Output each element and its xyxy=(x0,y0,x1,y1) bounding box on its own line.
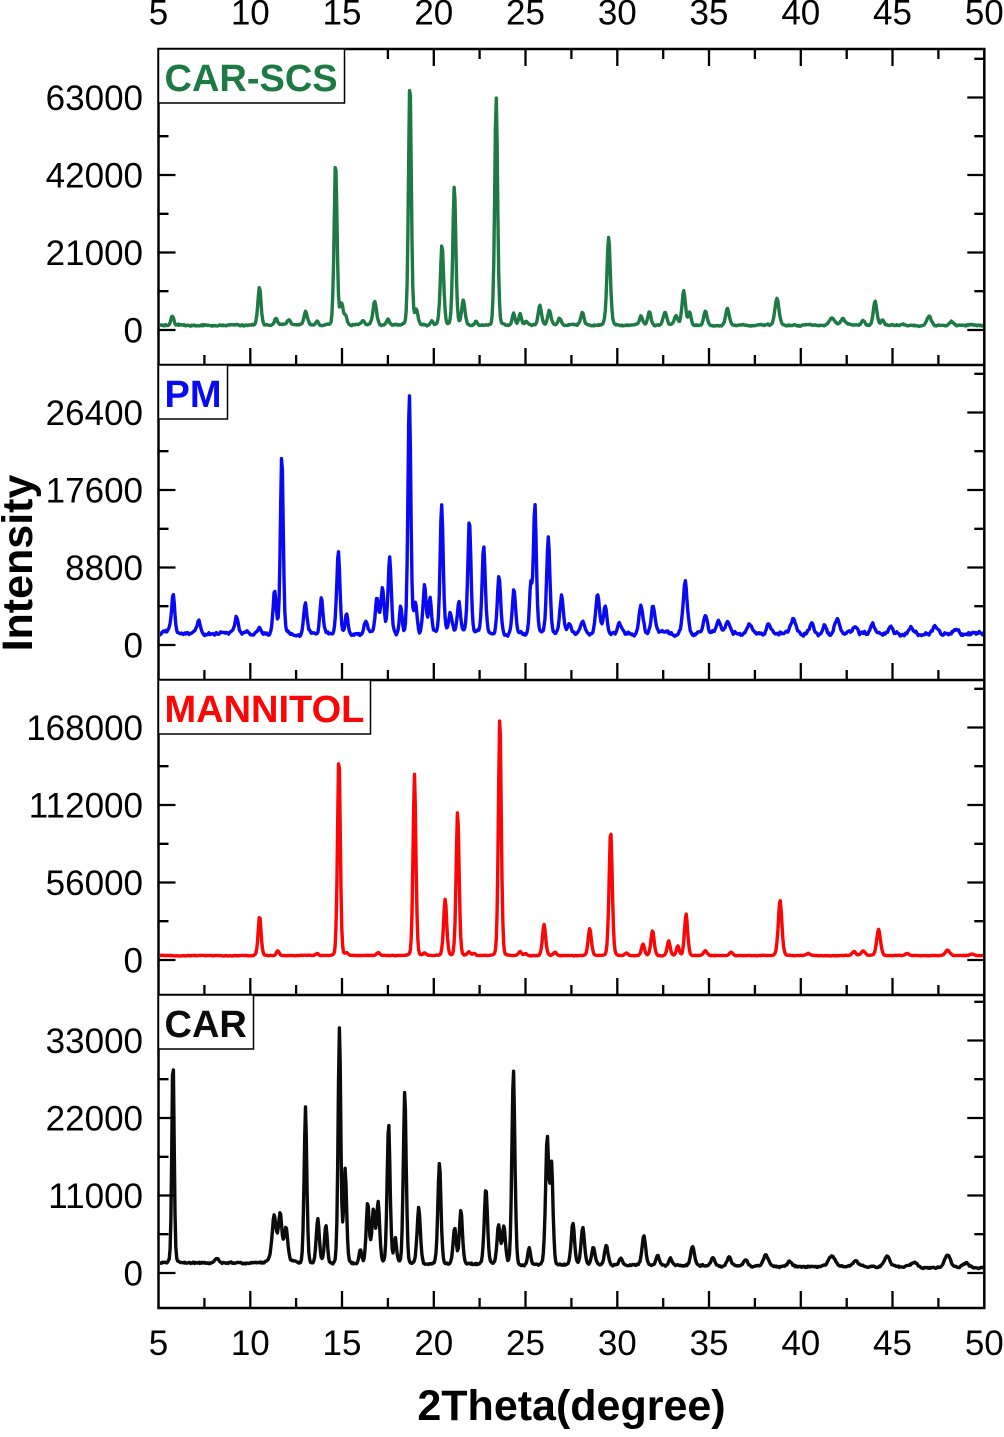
svg-text:21000: 21000 xyxy=(46,234,143,273)
svg-text:5: 5 xyxy=(149,1324,168,1363)
svg-text:25: 25 xyxy=(506,1324,545,1363)
svg-text:20: 20 xyxy=(414,0,453,33)
svg-text:50: 50 xyxy=(965,0,1004,33)
svg-text:10: 10 xyxy=(231,1324,270,1363)
svg-text:40: 40 xyxy=(781,0,820,33)
svg-text:8800: 8800 xyxy=(65,549,143,588)
svg-text:63000: 63000 xyxy=(46,79,143,118)
svg-text:2Theta(degree): 2Theta(degree) xyxy=(417,1382,725,1430)
svg-text:0: 0 xyxy=(124,627,143,666)
svg-text:56000: 56000 xyxy=(46,864,143,903)
svg-text:CAR-SCS: CAR-SCS xyxy=(165,58,338,100)
svg-text:25: 25 xyxy=(506,0,545,33)
svg-text:20: 20 xyxy=(414,1324,453,1363)
svg-text:35: 35 xyxy=(690,1324,729,1363)
svg-text:45: 45 xyxy=(873,1324,912,1363)
svg-text:30: 30 xyxy=(598,1324,637,1363)
svg-text:22000: 22000 xyxy=(46,1100,143,1139)
svg-text:30: 30 xyxy=(598,0,637,33)
svg-text:168000: 168000 xyxy=(26,709,143,748)
svg-text:15: 15 xyxy=(323,0,362,33)
svg-text:40: 40 xyxy=(781,1324,820,1363)
svg-text:Intensity: Intensity xyxy=(0,475,42,652)
svg-text:17600: 17600 xyxy=(46,472,143,511)
svg-text:0: 0 xyxy=(124,312,143,351)
svg-text:5: 5 xyxy=(149,0,168,33)
svg-text:15: 15 xyxy=(323,1324,362,1363)
svg-text:10: 10 xyxy=(231,0,270,33)
svg-text:50: 50 xyxy=(965,1324,1004,1363)
svg-text:CAR: CAR xyxy=(165,1004,247,1046)
svg-text:PM: PM xyxy=(165,374,222,416)
svg-text:11000: 11000 xyxy=(48,1177,143,1216)
svg-text:0: 0 xyxy=(124,942,143,981)
svg-text:35: 35 xyxy=(690,0,729,33)
svg-text:33000: 33000 xyxy=(46,1022,143,1061)
svg-text:42000: 42000 xyxy=(46,157,143,196)
svg-text:MANNITOL: MANNITOL xyxy=(165,689,365,731)
svg-text:26400: 26400 xyxy=(46,394,143,433)
svg-text:0: 0 xyxy=(124,1255,143,1294)
svg-text:45: 45 xyxy=(873,0,912,33)
svg-text:112000: 112000 xyxy=(29,787,143,826)
